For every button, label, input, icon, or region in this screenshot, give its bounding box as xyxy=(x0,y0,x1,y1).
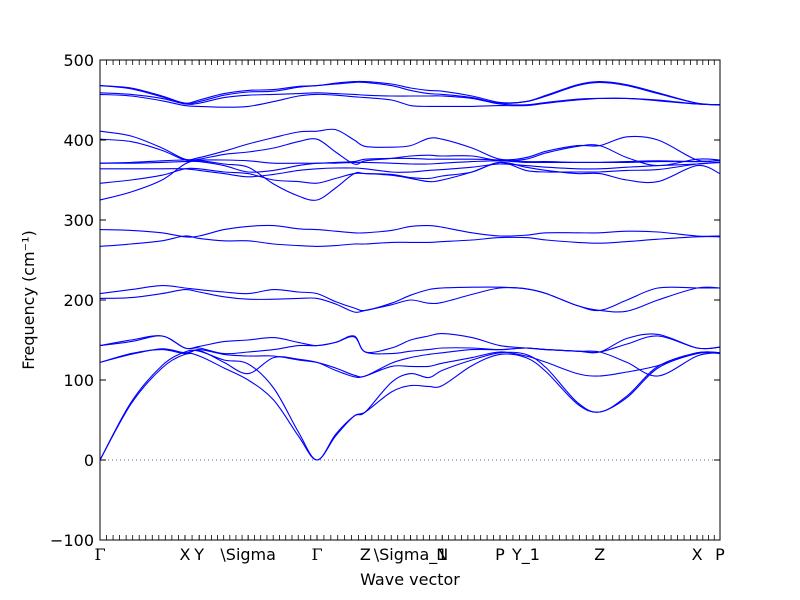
y-tick-label: 400 xyxy=(63,131,94,150)
y-tick-label: 300 xyxy=(63,211,94,230)
x-tick-label: Y xyxy=(193,545,204,564)
x-tick-label: Z xyxy=(360,545,371,564)
x-tick-label: X xyxy=(179,545,190,564)
band-line-8 xyxy=(100,285,720,312)
band-line-3 xyxy=(100,348,720,378)
band-line-11 xyxy=(100,160,720,201)
y-tick-labels: −100 0 100 200 300 400 500 xyxy=(50,51,94,550)
y-tick-label: 0 xyxy=(84,451,94,470)
band-lines xyxy=(100,80,720,461)
x-tick-label: \Sigma_1 xyxy=(374,545,448,565)
x-tick-label: N xyxy=(436,545,448,564)
x-tick-label: X xyxy=(692,545,703,564)
x-tick-label: P xyxy=(495,545,505,564)
band-line-7 xyxy=(100,286,720,313)
band-line-12 xyxy=(100,161,720,184)
band-line-4 xyxy=(100,347,720,378)
x-tick-label: \Sigma xyxy=(220,545,276,564)
plot-frame xyxy=(99,59,721,541)
band-line-17 xyxy=(100,128,720,163)
x-tick-marks xyxy=(99,60,721,540)
x-tick-label: P xyxy=(715,545,725,564)
y-tick-label: 500 xyxy=(63,51,94,70)
y-tick-label: −100 xyxy=(50,531,94,550)
x-tick-label: Γ xyxy=(94,545,105,564)
x-tick-labels: Γ X Y \Sigma Γ Z \Sigma_1N P Y_1 Z X P xyxy=(94,545,725,565)
band-line-19 xyxy=(100,92,720,106)
band-line-13 xyxy=(100,161,720,178)
band-line-9 xyxy=(100,235,720,247)
x-tick-label: Γ xyxy=(311,545,322,564)
y-tick-label: 200 xyxy=(63,291,94,310)
y-tick-label: 100 xyxy=(63,371,94,390)
x-tick-label: Y_1 xyxy=(511,545,540,565)
band-line-10 xyxy=(100,224,720,238)
band-line-20 xyxy=(100,81,720,106)
y-axis-title: Frequency (cm⁻¹) xyxy=(19,230,38,369)
band-line-21 xyxy=(100,80,720,106)
x-axis-title: Wave vector xyxy=(360,570,460,589)
band-line-6 xyxy=(100,333,720,354)
x-tick-label: Z xyxy=(594,545,605,564)
band-line-16 xyxy=(100,138,720,167)
